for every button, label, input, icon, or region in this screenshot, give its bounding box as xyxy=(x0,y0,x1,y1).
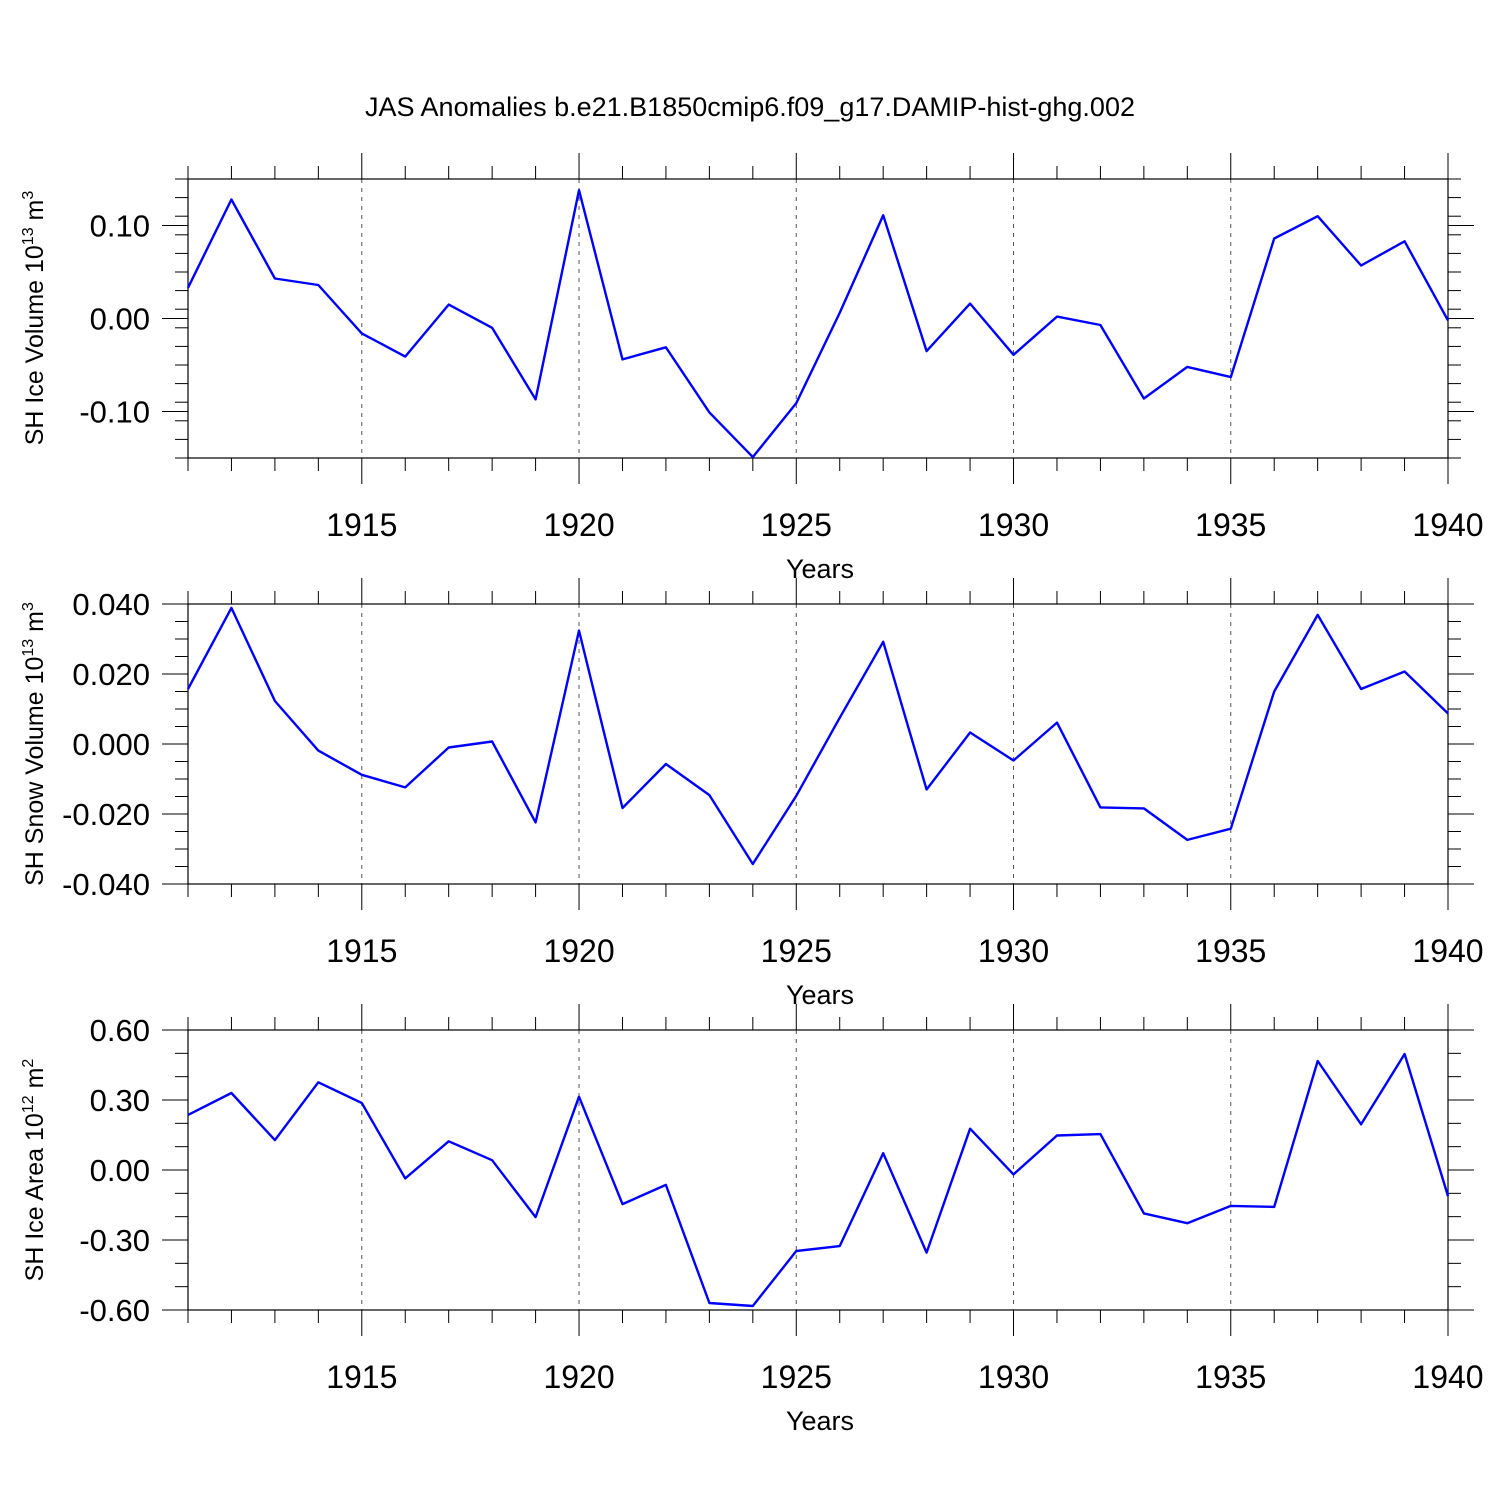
y-tick-label: 0.60 xyxy=(90,1013,150,1048)
y-axis-label-text: m xyxy=(21,1068,49,1096)
y-axis-label-text: m xyxy=(21,200,49,228)
y-axis-label-text: SH Ice Volume 10 xyxy=(21,245,49,445)
y-tick-label: 0.040 xyxy=(72,587,150,622)
y-tick-label: 0.000 xyxy=(72,727,150,762)
x-tick-label: 1925 xyxy=(761,933,832,969)
y-tick-label: -0.10 xyxy=(79,395,150,430)
y-axis-label-text: m xyxy=(21,611,49,639)
y-axis-label: SH Ice Volume 1013 m3 xyxy=(20,191,49,446)
panels: 0.10 0.00 -0.10 1915 1920 1925 1930 1935 1940 Yea… xyxy=(20,153,1484,1436)
x-tick-label: 1930 xyxy=(978,933,1049,969)
x-tick-label: 1915 xyxy=(326,1359,397,1395)
x-tick-label: 1930 xyxy=(978,1359,1049,1395)
y-axis-label-text: SH Ice Area 10 xyxy=(21,1113,49,1281)
x-axis-label: Years xyxy=(786,554,854,584)
series-line xyxy=(186,188,1450,459)
x-tick-label: 1925 xyxy=(761,1359,832,1395)
x-tick-label: 1935 xyxy=(1195,1359,1266,1395)
panel-1: 0.10 0.00 -0.10 1915 1920 1925 1930 1935 1940 Yea… xyxy=(20,153,1484,584)
x-axis-label: Years xyxy=(786,1406,854,1436)
x-tick-label: 1940 xyxy=(1412,507,1483,543)
y-axis-label-exponent: 3 xyxy=(20,191,37,200)
y-tick-label: 0.10 xyxy=(90,209,150,244)
x-tick-label: 1935 xyxy=(1195,507,1266,543)
x-axis-label: Years xyxy=(786,980,854,1010)
panel-2: 0.040 0.020 0.000 -0.020 -0.040 1915 1920 1925 1… xyxy=(20,578,1484,1010)
y-tick-label: 0.00 xyxy=(90,1153,150,1188)
y-axis-label: SH Snow Volume 1013 m3 xyxy=(20,602,49,886)
y-tick-label: -0.30 xyxy=(79,1223,150,1258)
y-tick-label: 0.020 xyxy=(72,657,150,692)
x-tick-label: 1915 xyxy=(326,933,397,969)
figure-title: JAS Anomalies b.e21.B1850cmip6.f09_g17.D… xyxy=(365,92,1135,122)
panel-3: 0.60 0.30 0.00 -0.30 -0.60 1915 1920 1925 1930 19… xyxy=(20,1004,1484,1436)
x-tick-label: 1920 xyxy=(543,507,614,543)
x-tick-label: 1940 xyxy=(1412,933,1483,969)
y-axis-label-exponent: 3 xyxy=(20,602,37,611)
x-tick-label: 1940 xyxy=(1412,1359,1483,1395)
y-axis-label: SH Ice Area 1012 m2 xyxy=(20,1059,49,1282)
y-tick-label: 0.30 xyxy=(90,1083,150,1118)
y-axis-label-exponent: 2 xyxy=(20,1059,37,1068)
y-tick-label: -0.020 xyxy=(62,797,150,832)
y-axis-label-text: SH Snow Volume 10 xyxy=(21,657,49,886)
y-axis-label-exponent: 13 xyxy=(20,639,37,657)
series-line xyxy=(187,1052,1450,1308)
x-tick-label: 1935 xyxy=(1195,933,1266,969)
x-tick-label: 1915 xyxy=(326,507,397,543)
x-tick-label: 1920 xyxy=(543,933,614,969)
y-axis-label-exponent: 12 xyxy=(20,1095,37,1113)
y-tick-label: -0.60 xyxy=(79,1293,150,1328)
x-tick-label: 1930 xyxy=(978,507,1049,543)
x-tick-label: 1920 xyxy=(543,1359,614,1395)
y-tick-label: 0.00 xyxy=(90,302,150,337)
series-line xyxy=(186,606,1449,866)
x-tick-label: 1925 xyxy=(761,507,832,543)
y-tick-label: -0.040 xyxy=(62,867,150,902)
y-axis-label-exponent: 13 xyxy=(20,227,37,245)
